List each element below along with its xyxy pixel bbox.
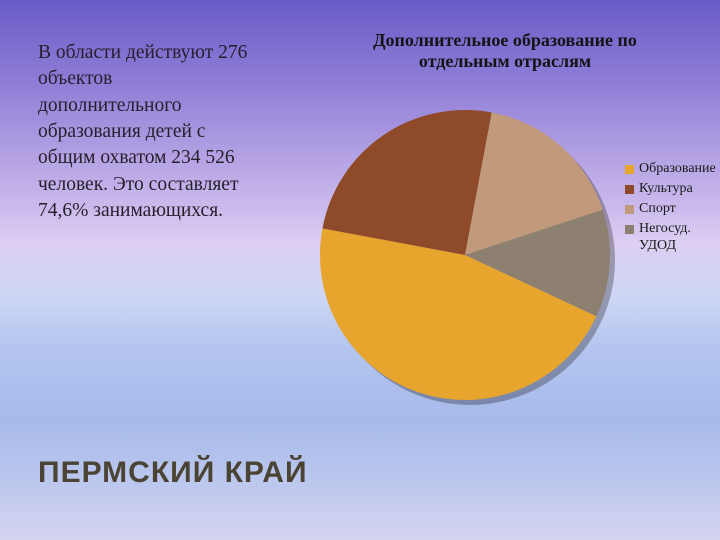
legend-label: Спорт <box>639 200 676 219</box>
legend-swatch <box>625 225 634 234</box>
legend-swatch <box>625 165 634 174</box>
legend-label: Образование <box>639 160 716 179</box>
body-text: В области действуют 276 объектов дополни… <box>38 40 253 224</box>
legend-label: Негосуд. <box>639 220 691 239</box>
legend-swatch <box>625 185 634 194</box>
pie-chart <box>315 90 615 390</box>
legend-item: Образование <box>625 160 716 179</box>
legend-label: Культура <box>639 180 693 199</box>
chart-legend: ОбразованиеКультураСпортНегосуд.УДОД <box>625 160 716 255</box>
chart-title: Дополнительное образование по отдельным … <box>345 30 665 72</box>
legend-swatch <box>625 205 634 214</box>
slide: В области действуют 276 объектов дополни… <box>0 0 720 540</box>
footer-title: ПЕРМСКИЙ КРАЙ <box>38 456 308 490</box>
legend-label: УДОД <box>639 237 716 256</box>
legend-item: Спорт <box>625 200 716 219</box>
legend-item: Культура <box>625 180 716 199</box>
